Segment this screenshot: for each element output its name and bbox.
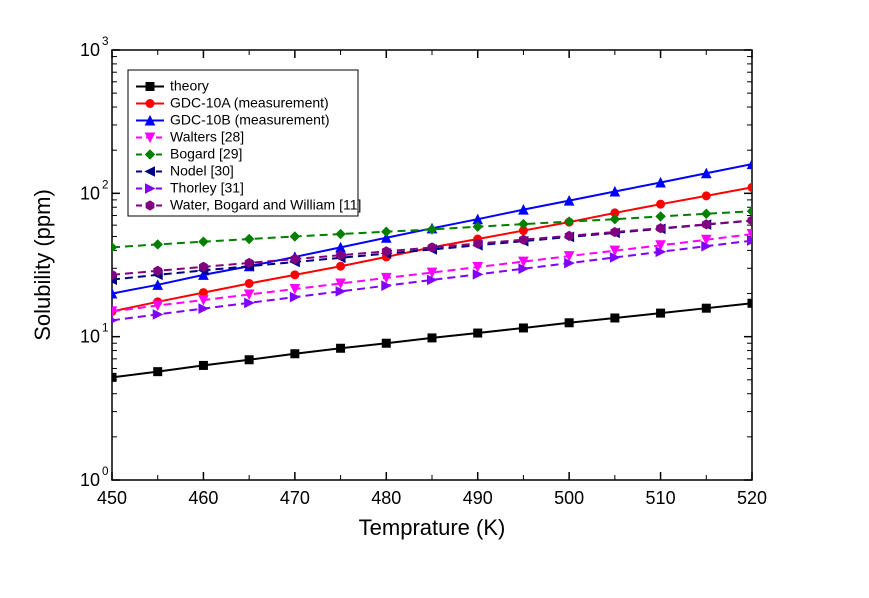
x-tick-label: 460 [188,488,218,508]
x-tick-label: 470 [280,488,310,508]
legend-label-bogard: Bogard [29] [170,146,242,162]
legend-label-thorley: Thorley [31] [170,180,244,196]
legend: theoryGDC-10A (measurement)GDC-10B (meas… [128,70,361,216]
x-tick-label: 510 [646,488,676,508]
legend-label-walters: Walters [28] [170,129,244,145]
svg-text:10: 10 [80,183,100,203]
svg-text:0: 0 [102,465,109,478]
x-axis-label: Temprature (K) [359,515,506,540]
x-tick-label: 480 [371,488,401,508]
y-axis-label: Solubility (ppm) [30,189,55,341]
legend-label-gdc10b: GDC-10B (measurement) [170,112,330,128]
legend-label-wbw: Water, Bogard and William [11] [170,197,361,213]
svg-text:2: 2 [102,178,109,191]
x-tick-label: 500 [554,488,584,508]
svg-text:3: 3 [102,35,109,48]
svg-text:10: 10 [80,470,100,490]
svg-text:1: 1 [102,322,109,335]
legend-label-nodel: Nodel [30] [170,163,234,179]
svg-text:10: 10 [80,327,100,347]
svg-text:10: 10 [80,40,100,60]
solubility-chart: 450460470480490500510520100101102103Temp… [0,0,869,598]
legend-label-theory: theory [170,78,209,94]
x-tick-label: 490 [463,488,493,508]
chart-container: 450460470480490500510520100101102103Temp… [0,0,869,598]
legend-label-gdc10a: GDC-10A (measurement) [170,95,329,111]
x-tick-label: 520 [737,488,767,508]
x-tick-label: 450 [97,488,127,508]
